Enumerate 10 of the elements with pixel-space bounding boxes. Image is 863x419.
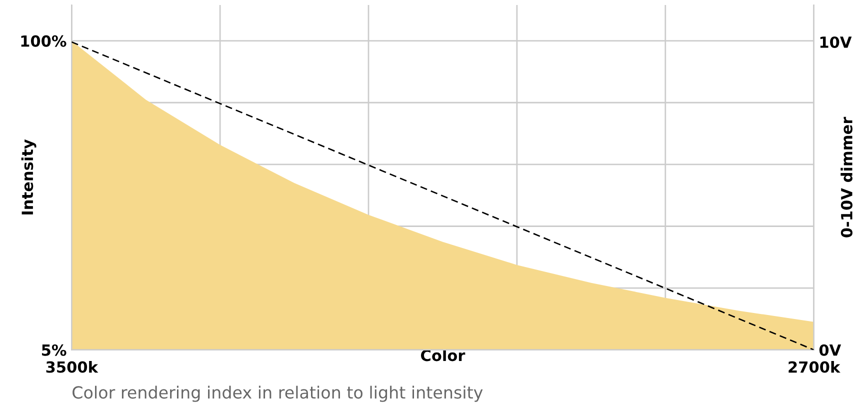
y-tick-label: 5% <box>42 344 66 356</box>
y-axis-title: Intensity <box>21 139 36 214</box>
x-tick-label: 2700k <box>788 360 840 373</box>
x-tick-label: 3500k <box>46 360 98 373</box>
text: Color rendering index in relation to light intensity <box>72 386 483 402</box>
x-axis-title: Color <box>420 349 466 362</box>
y-tick-label: 100% <box>21 35 66 47</box>
y2-tick-label: 0V <box>819 344 842 356</box>
y2-tick-label: 10V <box>820 36 852 48</box>
y2-axis-title: 0-10V dimmer <box>840 116 852 238</box>
